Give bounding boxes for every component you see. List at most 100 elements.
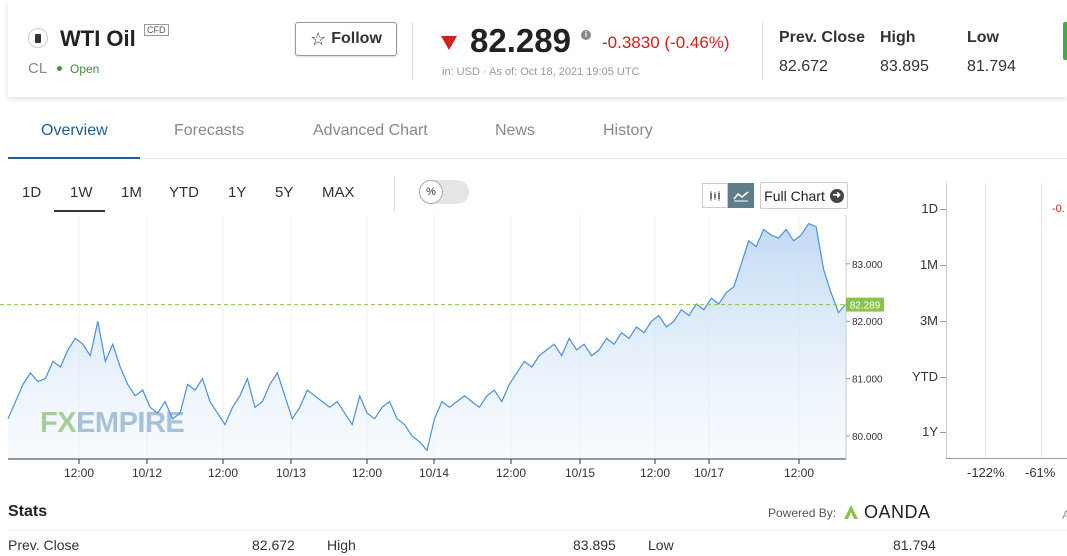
x-tick-label: 12:00 bbox=[496, 466, 526, 480]
active-range-indicator bbox=[54, 210, 105, 212]
header-divider bbox=[412, 22, 413, 80]
tab-news[interactable]: News bbox=[495, 122, 536, 139]
y-tick-label: 82.000 bbox=[852, 317, 883, 328]
follow-button[interactable]: ☆ Follow bbox=[295, 22, 397, 56]
instrument-symbol: CL bbox=[28, 60, 48, 77]
rank-label-ytd: YTD bbox=[912, 369, 938, 384]
last-price-label: 82.289 bbox=[850, 301, 881, 312]
fxempire-watermark: FXEMPIRE bbox=[40, 407, 185, 440]
range-1d[interactable]: 1D bbox=[22, 184, 42, 201]
range-1w[interactable]: 1W bbox=[70, 184, 93, 201]
stat-label: High bbox=[880, 29, 916, 46]
active-tab-indicator bbox=[8, 157, 140, 159]
tab-advanced-chart[interactable]: Advanced Chart bbox=[313, 122, 428, 139]
watermark-fx: FX bbox=[40, 407, 77, 439]
watermark-empire: EMPIRE bbox=[76, 407, 185, 439]
range-5y[interactable]: 5Y bbox=[275, 184, 294, 201]
rank-axis-y bbox=[946, 183, 947, 458]
rank-value: -0. bbox=[1052, 203, 1065, 215]
x-tick-label: 10/13 bbox=[276, 466, 306, 480]
tick bbox=[940, 432, 946, 433]
y-tick-label: 83.000 bbox=[852, 260, 883, 271]
status-dot-icon bbox=[57, 66, 62, 71]
range-1m[interactable]: 1M bbox=[121, 184, 142, 201]
stat-high-label: High bbox=[327, 537, 356, 553]
cfd-badge: CFD bbox=[144, 24, 169, 36]
x-tick-label: 10/17 bbox=[694, 466, 724, 480]
range-divider bbox=[394, 176, 395, 212]
x-tick-label: 12:00 bbox=[64, 466, 94, 480]
stat-prev-close-label: Prev. Close bbox=[8, 537, 80, 553]
buy-button-edge[interactable] bbox=[1063, 22, 1067, 60]
instrument-header bbox=[8, 0, 1067, 97]
header-stat-high: High 83.895 bbox=[880, 29, 929, 76]
instrument-name: WTI Oil bbox=[60, 26, 136, 51]
stat-prev-close-value: 82.672 bbox=[252, 537, 295, 553]
candlestick-icon bbox=[710, 190, 720, 201]
range-ytd[interactable]: YTD bbox=[169, 184, 199, 201]
down-arrow-icon bbox=[441, 36, 457, 50]
star-icon: ☆ bbox=[310, 28, 327, 49]
price-change: -0.3830 (-0.46%) bbox=[602, 33, 730, 52]
grid-line bbox=[1041, 183, 1042, 458]
stats-title: Stats bbox=[8, 503, 48, 520]
tick bbox=[940, 209, 946, 210]
tab-forecasts[interactable]: Forecasts bbox=[174, 122, 245, 139]
percent-toggle-knob: % bbox=[419, 180, 443, 204]
header-stat-prev-close: Prev. Close 82.672 bbox=[779, 29, 865, 76]
stat-low-label: Low bbox=[648, 537, 674, 553]
stat-high-value: 83.895 bbox=[573, 537, 616, 553]
section-tabs: Overview Forecasts Advanced Chart News H… bbox=[8, 114, 1067, 159]
edge-text: A bbox=[1062, 508, 1067, 522]
y-tick-label: 81.000 bbox=[852, 375, 883, 386]
rank-label-1m: 1M bbox=[919, 257, 938, 272]
percent-toggle[interactable]: % bbox=[419, 180, 469, 204]
market-status: Open bbox=[70, 62, 100, 76]
current-price: 82.289 bbox=[470, 22, 571, 59]
oil-barrel-icon bbox=[28, 28, 48, 48]
stat-label: Prev. Close bbox=[779, 29, 865, 46]
range-1y[interactable]: 1Y bbox=[228, 184, 247, 201]
tick bbox=[940, 265, 946, 266]
arrow-right-icon: ➜ bbox=[829, 188, 844, 203]
y-tick-label: 80.000 bbox=[852, 432, 883, 443]
header-stat-low: Low 81.794 bbox=[967, 29, 1016, 76]
full-chart-button[interactable]: Full Chart ➜ bbox=[760, 182, 848, 209]
header-divider bbox=[762, 22, 763, 80]
follow-label: Follow bbox=[331, 30, 382, 47]
tab-history[interactable]: History bbox=[603, 122, 653, 139]
price-chart[interactable]: 83.000 82.000 81.000 80.000 12:00 10/12 12:00 1… bbox=[0, 215, 890, 485]
tick bbox=[940, 321, 946, 322]
rank-axis-x bbox=[946, 458, 1067, 459]
line-chart-button[interactable] bbox=[728, 183, 754, 208]
x-tick-label: 10/12 bbox=[132, 466, 162, 480]
x-tick-label: 10/14 bbox=[419, 466, 449, 480]
candlestick-chart-button[interactable] bbox=[702, 183, 728, 208]
stat-value: 83.895 bbox=[880, 58, 929, 75]
x-tick-label: 12:00 bbox=[352, 466, 382, 480]
stats-divider bbox=[8, 530, 1067, 531]
rank-xlabel: -61% bbox=[1025, 465, 1056, 480]
stat-low-value: 81.794 bbox=[893, 537, 936, 553]
x-tick-label: 12:00 bbox=[640, 466, 670, 480]
x-tick-label: 12:00 bbox=[784, 466, 814, 480]
last-price-badge bbox=[846, 297, 884, 312]
stat-label: Low bbox=[967, 29, 999, 46]
rank-label-1d: 1D bbox=[921, 201, 938, 216]
stat-value: 82.672 bbox=[779, 58, 828, 75]
powered-by-label: Powered By: bbox=[768, 506, 837, 520]
rank-xlabel: -122% bbox=[967, 465, 1005, 480]
price-area bbox=[8, 223, 846, 459]
line-chart-icon bbox=[733, 190, 749, 201]
full-chart-label: Full Chart bbox=[764, 187, 825, 204]
oanda-logo-text[interactable]: OANDA bbox=[864, 502, 931, 522]
price-line bbox=[7, 222, 847, 452]
oanda-logo-icon bbox=[844, 505, 858, 519]
info-icon[interactable]: i bbox=[581, 30, 591, 40]
tab-overview[interactable]: Overview bbox=[41, 122, 108, 139]
stat-value: 81.794 bbox=[967, 58, 1016, 75]
grid-line bbox=[985, 183, 986, 458]
x-tick-label: 12:00 bbox=[208, 466, 238, 480]
rank-label-3m: 3M bbox=[919, 313, 938, 328]
range-max[interactable]: MAX bbox=[322, 184, 355, 201]
